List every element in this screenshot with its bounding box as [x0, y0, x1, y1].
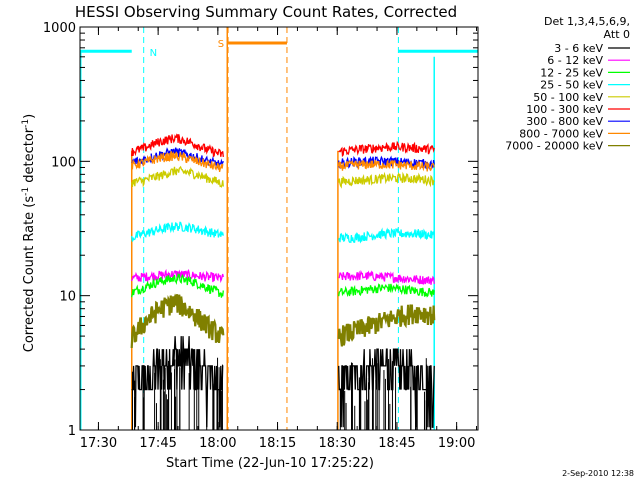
series-line-8-seg-1 [337, 304, 436, 347]
x-tick-label-3: 18:15 [259, 436, 296, 451]
footer-date: 2-Sep-2010 12:38 [562, 469, 634, 478]
x-tick-label-1: 17:45 [139, 436, 176, 451]
series-line-5-seg-1 [338, 140, 435, 158]
series-line-4-seg-1 [338, 171, 435, 189]
series-line-1-seg-1 [338, 269, 435, 285]
series-line-2-seg-1 [338, 283, 435, 298]
series-line-4-seg-0 [131, 165, 224, 188]
legend-header-1: Att 0 [604, 28, 630, 41]
plot-frame [79, 26, 479, 431]
y-axis-label-part-1: -1 [21, 187, 31, 196]
x-tick-label-4: 18:30 [319, 436, 356, 451]
legend-label-2: 12 - 25 keV [540, 66, 603, 79]
series-line-7-seg-0 [131, 150, 224, 173]
y-axis-label-part-4: ) [22, 114, 37, 119]
plot-content: NS [80, 27, 478, 430]
legend-label-0: 3 - 6 keV [554, 42, 603, 55]
y-axis-label-part-3: -1 [21, 119, 31, 128]
x-axis-label: Start Time (22-Jun-10 17:25:22) [166, 456, 374, 471]
series-line-1-seg-0 [131, 268, 224, 284]
series-line-2-seg-0 [131, 272, 224, 298]
annotation-label-s: S [218, 39, 224, 50]
annotation-label-n: N [150, 48, 157, 59]
series-line-0-seg-1 [338, 348, 435, 428]
x-tick-label-5: 18:45 [378, 436, 415, 451]
legend-header-0: Det 1,3,4,5,6,9, [544, 15, 630, 28]
series-line-7-seg-1 [338, 159, 435, 172]
y-axis-label: Corrected Count Rate (s-1 detector-1) [21, 114, 37, 352]
series-line-3-seg-1 [338, 227, 435, 244]
y-axis-label-part-2: detector [22, 127, 37, 187]
x-tick-label-6: 19:00 [438, 436, 475, 451]
y-tick-label-2: 100 [51, 155, 76, 170]
y-tick-label-0: 1 [68, 424, 76, 439]
series-line-3-seg-0 [131, 221, 224, 242]
legend-label-1: 6 - 12 keV [547, 54, 603, 67]
legend-label-3: 25 - 50 keV [540, 79, 603, 92]
legend-label-8: 7000 - 20000 keV [505, 140, 603, 153]
x-tick-label-2: 18:00 [199, 436, 236, 451]
chart-title: HESSI Observing Summary Count Rates, Cor… [75, 3, 457, 21]
series-line-0-seg-0 [131, 336, 224, 428]
legend-label-6: 300 - 800 keV [526, 115, 603, 128]
axes-layer: 17:30 17:45 18:00 18:15 18:30 18:45 19:00 1 10 10… [43, 21, 478, 451]
y-axis-label-part-0: Corrected Count Rate (s [22, 196, 37, 353]
x-tick-label-0: 17:30 [80, 436, 117, 451]
y-tick-label-3: 1000 [43, 21, 76, 36]
legend-label-4: 50 - 100 keV [533, 91, 603, 104]
legend-label-7: 800 - 7000 keV [519, 127, 603, 140]
legend-label-5: 100 - 300 keV [526, 103, 603, 116]
series-line-8-seg-0 [130, 293, 225, 349]
y-tick-label-1: 10 [59, 290, 76, 305]
series-line-5-seg-0 [131, 133, 224, 158]
